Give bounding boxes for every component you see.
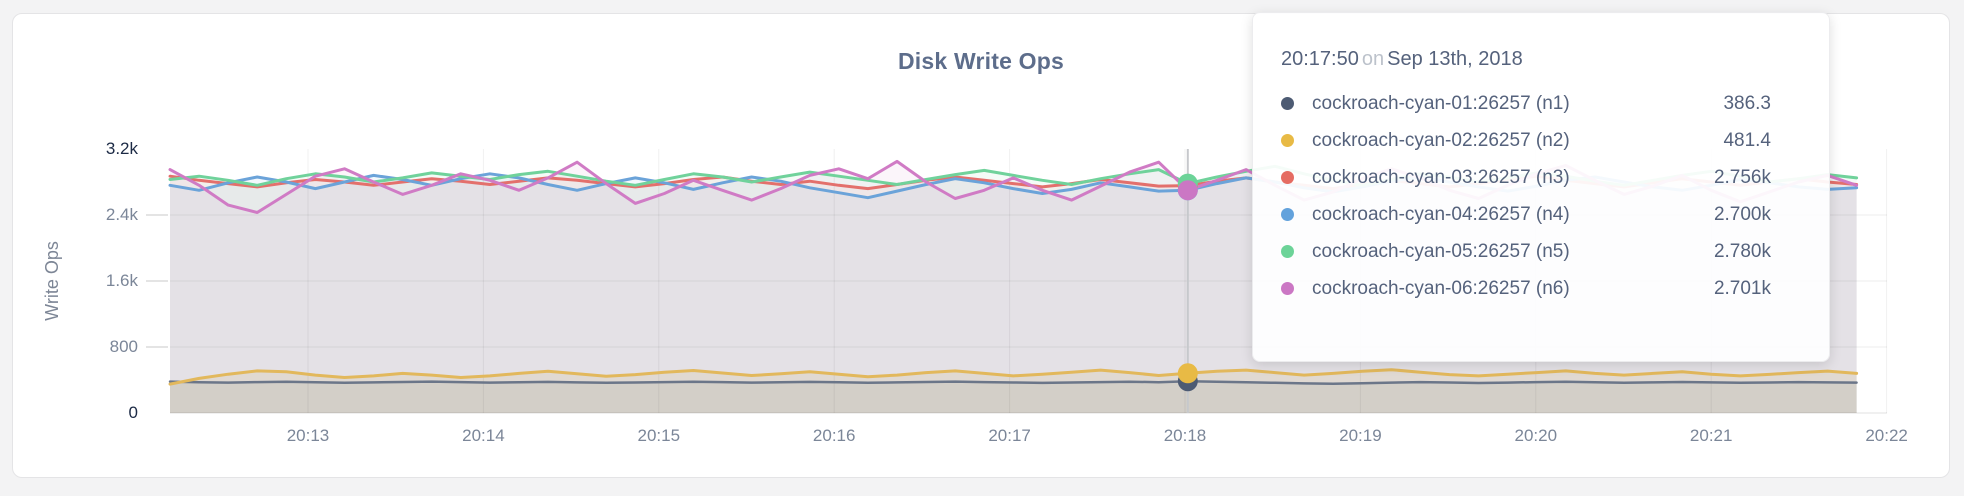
tooltip-conjunction: on <box>1361 48 1385 70</box>
tooltip-series-label: cockroach-cyan-02:26257 (n2) <box>1312 129 1570 151</box>
y-axis-tick-label: 3.2k <box>105 139 138 158</box>
tooltip-header: 20:17:50 on Sep 13th, 2018 <box>1281 47 1771 71</box>
tooltip-series-value: 2.701k <box>1713 277 1771 299</box>
x-axis-tick-label: 20:22 <box>1865 426 1908 445</box>
series-line-n2 <box>168 368 1859 386</box>
y-axis-tick-label: 800 <box>109 337 138 356</box>
tooltip-series-label: cockroach-cyan-03:26257 (n3) <box>1312 166 1570 188</box>
series-color-dot-icon <box>1281 171 1294 184</box>
x-axis-tick-label: 20:20 <box>1514 426 1558 445</box>
tooltip-series-row: cockroach-cyan-02:26257 (n2) 481.4 <box>1281 122 1771 159</box>
x-axis-tick-label: 20:14 <box>462 426 505 445</box>
tooltip-series-value: 481.4 <box>1723 129 1771 151</box>
series-color-dot-icon <box>1281 282 1294 295</box>
tooltip-series-value: 2.756k <box>1713 166 1771 188</box>
tooltip-series-label: cockroach-cyan-06:26257 (n6) <box>1312 277 1570 299</box>
tooltip-series-value: 2.780k <box>1713 240 1771 262</box>
y-axis-tick-label: 1.6k <box>105 271 138 290</box>
tooltip-series-row: cockroach-cyan-05:26257 (n5) 2.780k <box>1281 233 1771 270</box>
series-color-dot-icon <box>1281 245 1294 258</box>
chart-title: Disk Write Ops <box>898 48 1064 74</box>
hover-tooltip: 20:17:50 on Sep 13th, 2018 cockroach-cyan-… <box>1252 12 1830 362</box>
tooltip-series-row: cockroach-cyan-01:26257 (n1) 386.3 <box>1281 85 1771 122</box>
x-axis-tick-label: 20:19 <box>1339 426 1382 445</box>
x-axis-tick-label: 20:17 <box>988 426 1031 445</box>
series-area-n1 <box>170 381 1857 413</box>
x-axis-tick-label: 20:16 <box>812 426 856 445</box>
hover-dot-n2 <box>1177 363 1198 384</box>
tooltip-series-label: cockroach-cyan-01:26257 (n1) <box>1312 92 1570 114</box>
tooltip-series-row: cockroach-cyan-06:26257 (n6) 2.701k <box>1281 270 1771 307</box>
x-axis-tick-label: 20:18 <box>1163 426 1207 445</box>
tooltip-series-value: 386.3 <box>1723 92 1771 114</box>
y-axis-tick-label: 0 <box>128 403 138 422</box>
x-axis-tick-label: 20:15 <box>637 426 681 445</box>
tooltip-series-label: cockroach-cyan-04:26257 (n4) <box>1312 203 1570 225</box>
tooltip-time: 20:17:50 <box>1281 48 1359 70</box>
y-axis-tick-label: 2.4k <box>105 205 138 224</box>
x-axis-tick-label: 20:21 <box>1689 426 1733 445</box>
series-line-n1 <box>168 379 1858 386</box>
series-area-n2 <box>170 369 1857 413</box>
tooltip-series-row: cockroach-cyan-04:26257 (n4) 2.700k <box>1281 196 1771 233</box>
tooltip-date: Sep 13th, 2018 <box>1387 48 1523 70</box>
series-color-dot-icon <box>1281 208 1294 221</box>
tooltip-series-label: cockroach-cyan-05:26257 (n5) <box>1312 240 1570 262</box>
series-color-dot-icon <box>1281 134 1294 147</box>
series-color-dot-icon <box>1281 97 1294 110</box>
tooltip-series-row: cockroach-cyan-03:26257 (n3) 2.756k <box>1281 159 1771 196</box>
tooltip-series-value: 2.700k <box>1713 203 1771 225</box>
hover-dot-n6 <box>1177 180 1198 201</box>
x-axis-tick-label: 20:13 <box>286 426 330 445</box>
